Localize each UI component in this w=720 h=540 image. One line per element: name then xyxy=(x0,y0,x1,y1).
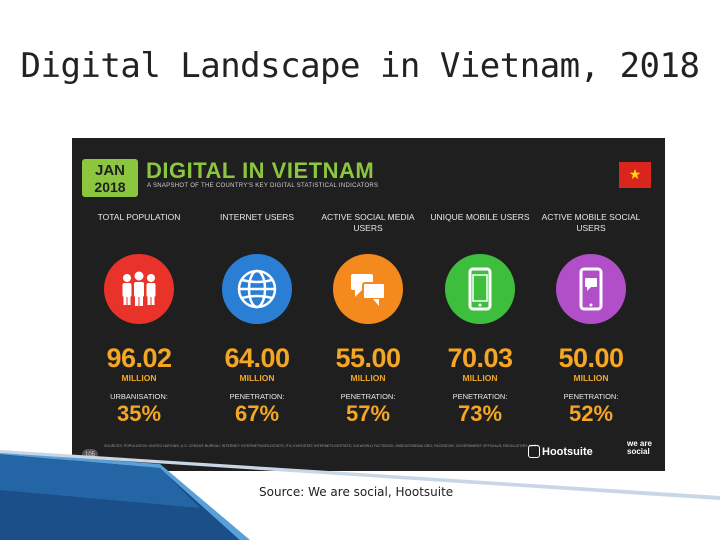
stat-column-mobile-social: ACTIVE MOBILE SOCIAL USERS 50.00 MILLION… xyxy=(536,212,646,426)
stat-unit: MILLION xyxy=(462,373,498,383)
stat-label: ACTIVE SOCIAL MEDIA USERS xyxy=(321,212,415,233)
stat-column-internet: INTERNET USERS 64.00 MILLION PENETRATION… xyxy=(202,212,312,426)
source-caption: Source: We are social, Hootsuite xyxy=(259,485,454,499)
hootsuite-owl-icon xyxy=(528,445,540,458)
stat-label: INTERNET USERS xyxy=(220,212,294,222)
stat-sub-label: PENETRATION: xyxy=(340,392,396,401)
stat-unit: MILLION xyxy=(573,373,609,383)
stat-sub-label: URBANISATION: xyxy=(110,392,168,401)
chat-bubbles-icon xyxy=(333,254,403,324)
stat-unit: MILLION xyxy=(121,373,157,383)
stat-column-social: ACTIVE SOCIAL MEDIA USERS 55.00 MILLION … xyxy=(313,212,423,426)
stat-value: 70.03 xyxy=(447,343,513,373)
date-badge: JAN 2018 xyxy=(82,159,138,197)
stat-value: 96.02 xyxy=(106,343,172,373)
infographic-subtitle: A SNAPSHOT OF THE COUNTRY'S KEY DIGITAL … xyxy=(147,183,379,189)
vietnam-flag-icon: ★ xyxy=(619,162,651,188)
mobile-phone-icon xyxy=(445,254,515,324)
stat-value: 50.00 xyxy=(558,343,624,373)
stat-label: TOTAL POPULATION xyxy=(97,212,181,222)
stat-sub-value: 73% xyxy=(457,401,503,426)
stat-sub-value: 57% xyxy=(345,401,391,426)
stat-column-mobile: UNIQUE MOBILE USERS 70.03 MILLION PENETR… xyxy=(425,212,535,426)
mobile-chat-icon xyxy=(556,254,626,324)
stat-unit: MILLION xyxy=(239,373,275,383)
sources-note: SOURCES: POPULATION: UNITED NATIONS; U.S… xyxy=(104,444,539,448)
hootsuite-logo: Hootsuite xyxy=(542,446,593,458)
stat-value: 55.00 xyxy=(335,343,401,373)
slide-title: Digital Landscape in Vietnam, 2018 xyxy=(20,46,700,86)
infographic-title: DIGITAL IN VIETNAM xyxy=(146,158,375,183)
badge-year: 2018 xyxy=(94,179,126,195)
we-are-social-logo: we are social xyxy=(627,439,652,456)
slide-decoration-swoosh xyxy=(0,450,720,540)
stat-unit: MILLION xyxy=(350,373,386,383)
stat-sub-value: 52% xyxy=(568,401,614,426)
badge-month: JAN xyxy=(94,162,125,179)
stat-sub-label: PENETRATION: xyxy=(452,392,508,401)
stat-label: ACTIVE MOBILE SOCIAL USERS xyxy=(541,212,641,233)
stat-label: UNIQUE MOBILE USERS xyxy=(430,212,530,222)
stat-value: 64.00 xyxy=(224,343,290,373)
stat-sub-value: 35% xyxy=(116,401,162,426)
globe-icon xyxy=(222,254,292,324)
stat-sub-label: PENETRATION: xyxy=(229,392,285,401)
people-icon xyxy=(104,254,174,324)
stat-sub-value: 67% xyxy=(234,401,280,426)
digital-vietnam-infographic: JAN 2018 DIGITAL IN VIETNAM A SNAPSHOT O… xyxy=(72,138,665,471)
stat-sub-label: PENETRATION: xyxy=(563,392,619,401)
stat-column-population: TOTAL POPULATION 96.02 MILLION URBANISAT… xyxy=(84,212,194,426)
